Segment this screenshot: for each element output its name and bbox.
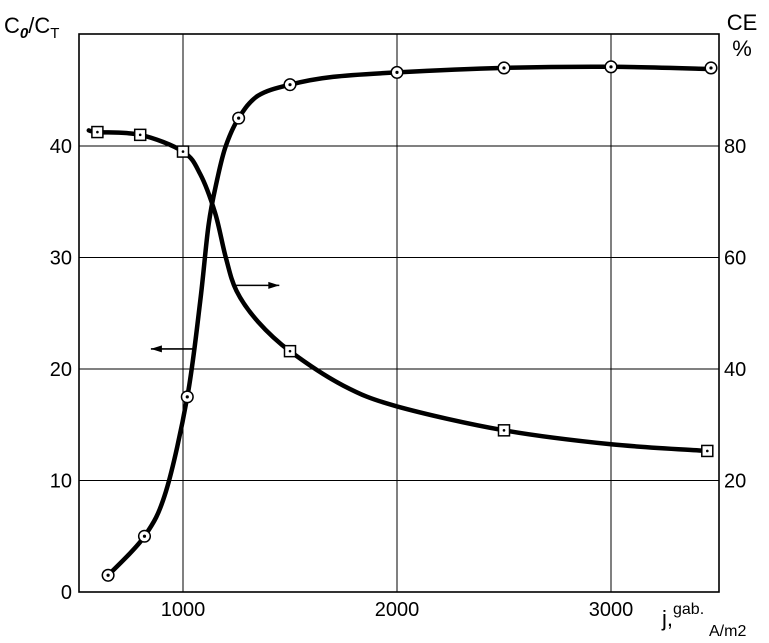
right-tick-label: 60 [724, 248, 746, 270]
axis-arrows [150, 281, 280, 353]
right-axis-ticks: 20 40 60 80 [724, 136, 746, 493]
series-0-point [390, 65, 404, 79]
series-0-point [180, 390, 194, 404]
arrow-head [268, 281, 280, 289]
series-0-point [137, 529, 152, 543]
series-1-point [701, 444, 714, 458]
series-0-point [704, 61, 718, 75]
right-tick-label: 40 [724, 359, 746, 381]
series-0-point [232, 111, 246, 125]
series-0-line [105, 64, 716, 578]
circle-marker-dot [609, 65, 613, 69]
left-axis-title: C0/CT [4, 13, 59, 42]
left-axis-ticks: 0 10 20 30 40 [50, 136, 72, 604]
series-1-point [283, 344, 297, 358]
right-axis-title-line1: CE [727, 10, 758, 35]
right-tick-label: 20 [724, 471, 746, 493]
square-marker-dot [706, 449, 709, 453]
series-1-line [86, 128, 710, 454]
series-1-point [176, 145, 190, 158]
series-1-point [497, 424, 511, 437]
circle-marker-dot [395, 70, 399, 75]
arrow-right [234, 281, 280, 289]
series-0-point [604, 60, 618, 74]
square-marker-dot [502, 429, 506, 432]
series-1-point [133, 128, 147, 142]
x-tick-label: 3000 [589, 599, 634, 621]
right-axis-title-line2: % [732, 36, 752, 61]
circle-marker-dot [237, 116, 241, 120]
circle-marker-dot [288, 83, 292, 87]
x-axis-title: j,gab.A/m2 [661, 601, 746, 640]
square-marker-dot [138, 133, 142, 137]
circle-marker-dot [106, 573, 110, 577]
left-tick-label: 40 [50, 136, 72, 158]
left-tick-label: 10 [50, 471, 72, 493]
x-tick-label: 1000 [161, 599, 206, 621]
arrow-left [150, 345, 194, 353]
circle-marker-dot [709, 66, 713, 70]
series-0-point [101, 568, 115, 582]
left-tick-label: 0 [61, 582, 72, 604]
x-axis-ticks: 1000 2000 3000 [161, 599, 634, 621]
square-marker-dot [181, 150, 185, 153]
circle-marker-dot [185, 395, 189, 399]
left-axis-title-sub1: 0 [20, 25, 29, 42]
x-axis-title-sub: A/m2 [709, 623, 746, 640]
left-tick-label: 20 [50, 359, 72, 381]
left-axis-title-sub2: T [50, 25, 59, 42]
x-tick-label: 2000 [375, 599, 420, 621]
arrow-head [150, 345, 162, 353]
square-marker-dot [288, 349, 292, 353]
circle-marker-dot [502, 66, 506, 70]
series-0-point [497, 61, 511, 75]
square-marker-dot [96, 130, 99, 134]
left-tick-label: 30 [50, 248, 72, 270]
right-tick-label: 80 [724, 136, 746, 158]
series-0-point [283, 78, 297, 92]
x-axis-title-sup: gab. [673, 601, 704, 618]
series-markers [91, 60, 718, 582]
plot-frame [78, 33, 720, 593]
gridlines [79, 34, 719, 592]
circle-marker-dot [142, 534, 147, 538]
series-1-point [91, 125, 104, 139]
